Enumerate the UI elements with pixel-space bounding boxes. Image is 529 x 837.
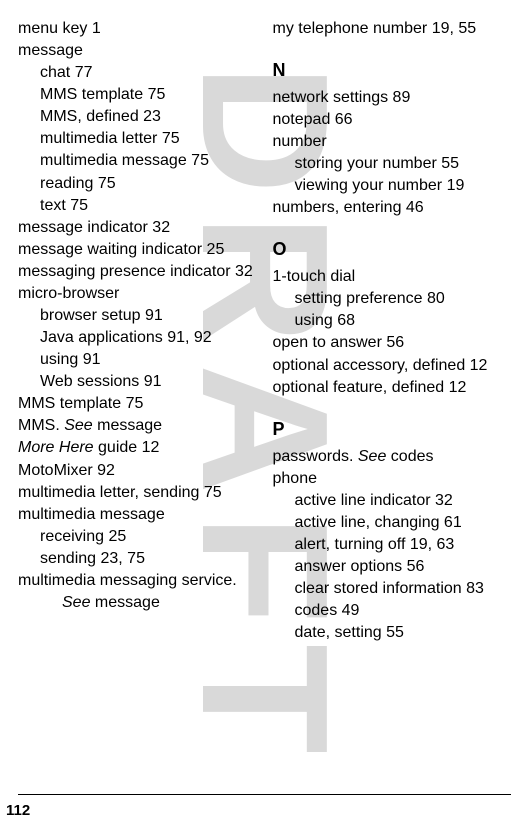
index-entry: multimedia message: [18, 504, 257, 526]
index-entry: MMS. See message: [18, 415, 257, 437]
index-entry: numbers, entering 46: [273, 197, 512, 219]
index-subentry: Web sessions 91: [18, 371, 257, 393]
index-entry: multimedia messaging service. See messag…: [18, 570, 257, 614]
index-subentry: storing your number 55: [273, 153, 512, 175]
index-subentry: browser setup 91: [18, 305, 257, 327]
text: message: [90, 594, 159, 611]
text: multimedia messaging service.: [18, 572, 237, 589]
index-subentry: multimedia message 75: [18, 150, 257, 172]
index-entry: optional feature, defined 12: [273, 377, 512, 399]
text: codes: [386, 448, 433, 465]
section-heading-n: N: [273, 58, 512, 83]
index-subentry: viewing your number 19: [273, 175, 512, 197]
text: message: [93, 417, 162, 434]
index-entry: MotoMixer 92: [18, 460, 257, 482]
index-subentry: MMS template 75: [18, 84, 257, 106]
index-subentry: sending 23, 75: [18, 548, 257, 570]
index-subentry: date, setting 55: [273, 622, 512, 644]
index-entry: optional accessory, defined 12: [273, 355, 512, 377]
text: passwords.: [273, 448, 358, 465]
index-entry: More Here guide 12: [18, 437, 257, 459]
see-reference: See: [358, 448, 386, 465]
index-content: menu key 1 message chat 77 MMS template …: [0, 0, 529, 790]
index-subentry: Java applications 91, 92: [18, 327, 257, 349]
index-entry: message waiting indicator 25: [18, 239, 257, 261]
index-subentry: reading 75: [18, 173, 257, 195]
title-italic: More Here: [18, 439, 94, 456]
index-subentry: answer options 56: [273, 556, 512, 578]
index-subentry: using 68: [273, 310, 512, 332]
index-subentry: using 91: [18, 349, 257, 371]
index-entry: micro-browser: [18, 283, 257, 305]
index-subentry: codes 49: [273, 600, 512, 622]
section-heading-o: O: [273, 237, 512, 262]
index-subentry: alert, turning off 19, 63: [273, 534, 512, 556]
index-subentry: MMS, defined 23: [18, 106, 257, 128]
index-entry: messaging presence indicator 32: [18, 261, 257, 283]
index-subentry: chat 77: [18, 62, 257, 84]
left-column: menu key 1 message chat 77 MMS template …: [18, 18, 265, 780]
text: MMS.: [18, 417, 64, 434]
index-entry: multimedia letter, sending 75: [18, 482, 257, 504]
section-heading-p: P: [273, 417, 512, 442]
index-entry: message indicator 32: [18, 217, 257, 239]
right-column: my telephone number 19, 55 N network set…: [265, 18, 512, 780]
index-subentry: multimedia letter 75: [18, 128, 257, 150]
index-entry: MMS template 75: [18, 393, 257, 415]
text: guide 12: [94, 439, 160, 456]
index-entry: network settings 89: [273, 87, 512, 109]
footer-rule: [18, 794, 511, 795]
index-entry: open to answer 56: [273, 332, 512, 354]
index-entry: phone: [273, 468, 512, 490]
index-entry: passwords. See codes: [273, 446, 512, 468]
index-subentry: setting preference 80: [273, 288, 512, 310]
index-entry: menu key 1: [18, 18, 257, 40]
index-entry: notepad 66: [273, 109, 512, 131]
page-number: 112: [6, 802, 30, 819]
see-reference: See: [64, 417, 92, 434]
see-reference: See: [62, 594, 90, 611]
index-entry: my telephone number 19, 55: [273, 18, 512, 40]
index-subentry: active line indicator 32: [273, 490, 512, 512]
index-subentry: clear stored information 83: [273, 578, 512, 600]
index-entry: number: [273, 131, 512, 153]
index-subentry: active line, changing 61: [273, 512, 512, 534]
index-subentry: text 75: [18, 195, 257, 217]
index-entry: message: [18, 40, 257, 62]
index-entry: 1-touch dial: [273, 266, 512, 288]
index-subentry: receiving 25: [18, 526, 257, 548]
